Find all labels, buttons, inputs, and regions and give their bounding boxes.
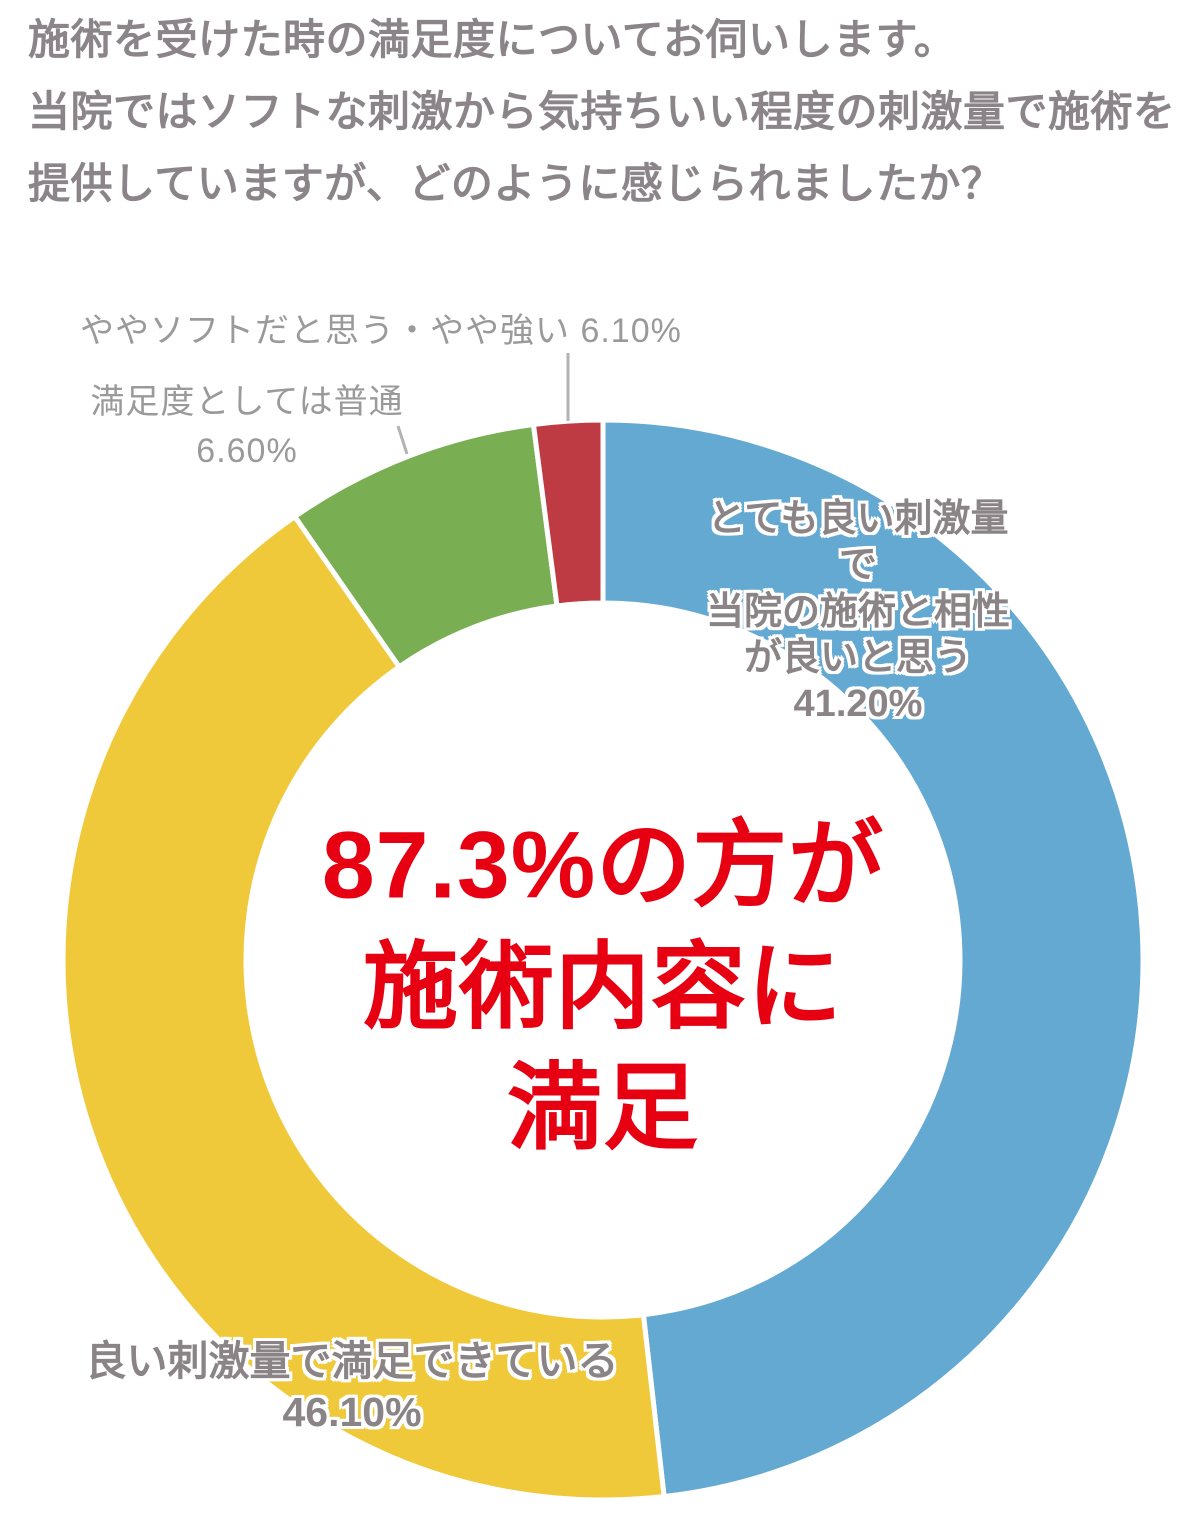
callout-normal-satisfaction: 満足度としては普通 6.60% [90,383,404,471]
donut-slice-slightly-soft-or-strong [530,417,606,609]
page-title: 施術を受けた時の満足度についてお伺いします。 当院ではソフトな刺激から気持ちいい… [28,16,1176,208]
callout-slightly-soft-or-strong: ややソフトだと思う・やや強い 6.10% [80,312,682,350]
callout-very-good-stimulation: とても良い刺激量で 当院の施術と相性が良いと思う 41.20% [705,498,1010,726]
callout-good-stimulation: 良い刺激量で満足できている 46.10% [85,1338,619,1436]
donut-center-summary: 87.3%の方が 施術内容に 満足 [321,812,885,1162]
donut-slice-good-stimulation [60,514,667,1503]
donut-slices [60,417,1146,1503]
leader-line-normal-satisfaction [396,425,409,455]
donut-slice-very-good-stimulation [600,417,1146,1500]
